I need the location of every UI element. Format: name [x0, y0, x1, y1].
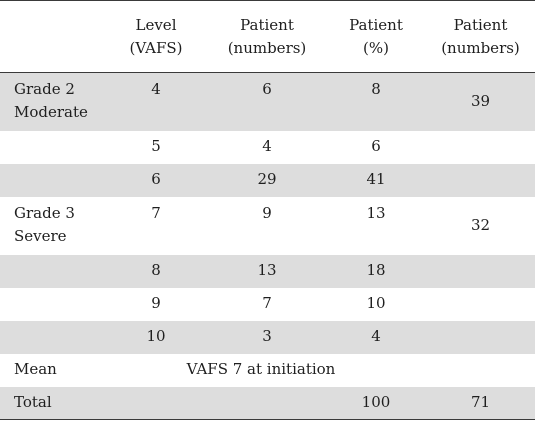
header-group-total: Patient (numbers): [426, 0, 535, 73]
grade-label-line2: Severe: [14, 226, 67, 245]
patient-number-cell: 7: [262, 293, 272, 312]
header-group-total-line2: (numbers): [441, 38, 520, 57]
grade-label-line1: Grade 3: [14, 203, 75, 222]
group-total-cell: [426, 320, 535, 354]
header-level-line1: Level: [135, 15, 177, 34]
level-cell: 6: [104, 163, 208, 197]
group-total-cell: [426, 131, 535, 164]
header-patient-percent: Patient (%): [326, 0, 426, 73]
level-cell: 9: [151, 293, 161, 312]
mean-value: VAFS 7 at initiation: [186, 359, 336, 378]
group-total-cell: [426, 288, 535, 321]
grade-label-line1: Grade 2: [14, 80, 75, 98]
level-cell: 8: [104, 254, 208, 288]
table-body: Grade 2 Moderate 4 6 8 39 5 4 6 6 29 41 …: [0, 72, 535, 420]
patient-percent-cell: 13: [366, 203, 386, 222]
patient-percent-cell: 8: [326, 72, 426, 131]
table-row: 10 3 4: [0, 320, 535, 354]
grade-label: Grade 3 Severe: [0, 197, 104, 255]
patient-number-cell: 6: [208, 72, 326, 131]
table-row: Grade 2 Moderate 4 6 8 39: [0, 72, 535, 131]
table-row: 5 4 6: [0, 131, 535, 164]
header-patient-numbers-line1: Patient: [240, 15, 294, 34]
header-patient-numbers: Patient (numbers): [208, 0, 326, 73]
patient-percent-cell: 10: [366, 293, 386, 312]
total-row: Total 100 71: [0, 386, 535, 420]
grade-label: [0, 288, 104, 321]
table-row: 9 7 10: [0, 288, 535, 321]
patient-percent-cell: 18: [326, 254, 426, 288]
patient-percent-cell: 6: [371, 136, 381, 155]
header-patient-percent-line2: (%): [363, 38, 389, 57]
grade-label: [0, 320, 104, 354]
header-empty: [0, 0, 104, 73]
mean-row: Mean VAFS 7 at initiation: [0, 354, 535, 387]
grade-label: [0, 254, 104, 288]
patient-number-cell: 29: [208, 163, 326, 197]
total-number-cell: [208, 386, 326, 420]
header-row: Level (VAFS) Patient (numbers) Patient (…: [0, 0, 535, 73]
grade-label: Grade 2 Moderate: [0, 72, 104, 131]
patient-percent-cell: 4: [326, 320, 426, 354]
mean-label: Mean: [14, 359, 57, 378]
header-level: Level (VAFS): [104, 0, 208, 73]
grade-label: [0, 163, 104, 197]
total-level-cell: [104, 386, 208, 420]
patient-number-cell: 13: [208, 254, 326, 288]
total-percent-cell: 100: [326, 386, 426, 420]
group-total-cell: 32: [470, 216, 491, 234]
patient-number-cell: 4: [262, 136, 272, 155]
patient-number-cell: 3: [208, 320, 326, 354]
table-header: Level (VAFS) Patient (numbers) Patient (…: [0, 0, 535, 73]
group-total-cell: [426, 254, 535, 288]
table-row: 6 29 41: [0, 163, 535, 197]
total-label: Total: [0, 386, 104, 420]
group-total-cell: 39: [426, 72, 535, 131]
level-cell: 7: [151, 203, 161, 222]
header-patient-numbers-line2: (numbers): [227, 38, 307, 57]
grade-label-line2: Moderate: [14, 103, 88, 121]
grade-label: [0, 131, 104, 164]
table-row: Grade 3 Severe 7 9 13 32: [0, 197, 535, 255]
table-row: 8 13 18: [0, 254, 535, 288]
level-cell: 5: [151, 136, 161, 155]
header-patient-percent-line1: Patient: [349, 15, 403, 34]
header-level-line2: (VAFS): [129, 38, 183, 57]
header-group-total-line1: Patient: [453, 15, 508, 34]
group-total-cell: [426, 163, 535, 197]
level-cell: 4: [104, 72, 208, 131]
total-count-cell: 71: [426, 386, 535, 420]
patient-percent-cell: 41: [326, 163, 426, 197]
mean-empty-cell: [426, 354, 535, 387]
patient-number-cell: 9: [262, 203, 272, 222]
level-cell: 10: [104, 320, 208, 354]
